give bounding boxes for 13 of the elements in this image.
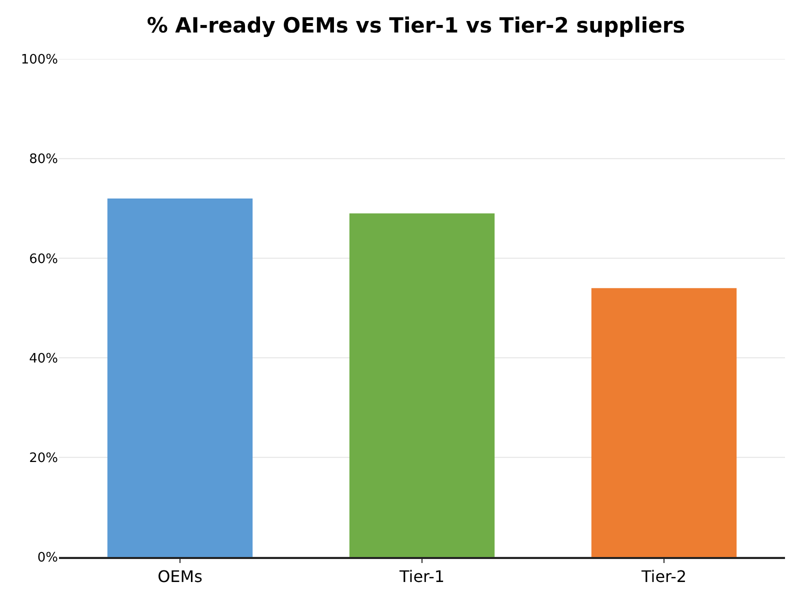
- y-tick-label: 80%: [29, 152, 58, 168]
- y-tick-label: 0%: [37, 550, 58, 566]
- y-tick-label: 60%: [29, 252, 58, 267]
- bar: [107, 198, 253, 557]
- chart-title: % AI-ready OEMs vs Tier-1 vs Tier-2 suppliers: [146, 14, 686, 38]
- y-tick-label: 20%: [29, 450, 58, 466]
- y-tick-label: 40%: [29, 351, 58, 366]
- x-tick-label: Tier-1: [398, 567, 445, 586]
- bar: [349, 213, 495, 557]
- y-tick-label: 100%: [20, 52, 58, 68]
- x-tick-label: Tier-2: [640, 567, 687, 586]
- x-tick-label: OEMs: [158, 567, 202, 586]
- bar: [591, 288, 737, 557]
